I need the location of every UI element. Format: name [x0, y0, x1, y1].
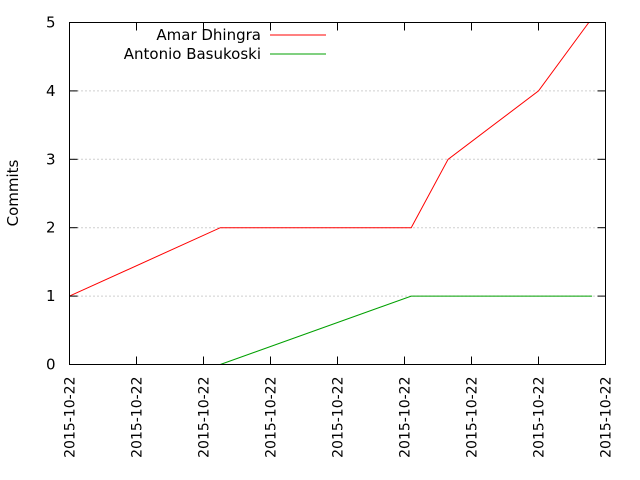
x-tick-label: 2015-10-22 [398, 377, 414, 458]
x-tick-label: 2015-10-22 [130, 377, 146, 458]
series-line-2 [220, 295, 593, 365]
x-tick-label: 2015-10-22 [63, 377, 79, 458]
y-tick-label: 4 [46, 82, 56, 100]
x-tick-label: 2015-10-22 [197, 377, 213, 458]
plot-frame [69, 22, 606, 365]
x-tick-label: 2015-10-22 [599, 377, 615, 458]
x-tick-label: 2015-10-22 [331, 377, 347, 458]
grid-layer [69, 90, 606, 297]
y-tick-label: 3 [46, 150, 56, 168]
tick-layer: 0 1 2 3 4 5 2015-10-22 2015-10-22 2015-10-22 2015… [46, 14, 615, 458]
y-tick-label: 2 [46, 219, 56, 237]
x-tick-label: 2015-10-22 [264, 377, 280, 458]
x-tick-label: 2015-10-22 [465, 377, 481, 458]
series-layer [69, 22, 593, 365]
y-axis-label: Commits [4, 159, 22, 226]
series-line-1 [69, 22, 590, 297]
y-tick-label: 0 [46, 356, 56, 374]
x-tick-label: 2015-10-22 [532, 377, 548, 458]
legend-label-2: Antonio Basukoski [124, 45, 261, 63]
y-tick-label: 5 [46, 14, 56, 32]
y-tick-label: 1 [46, 287, 56, 305]
legend-label-1: Amar Dhingra [156, 26, 261, 44]
